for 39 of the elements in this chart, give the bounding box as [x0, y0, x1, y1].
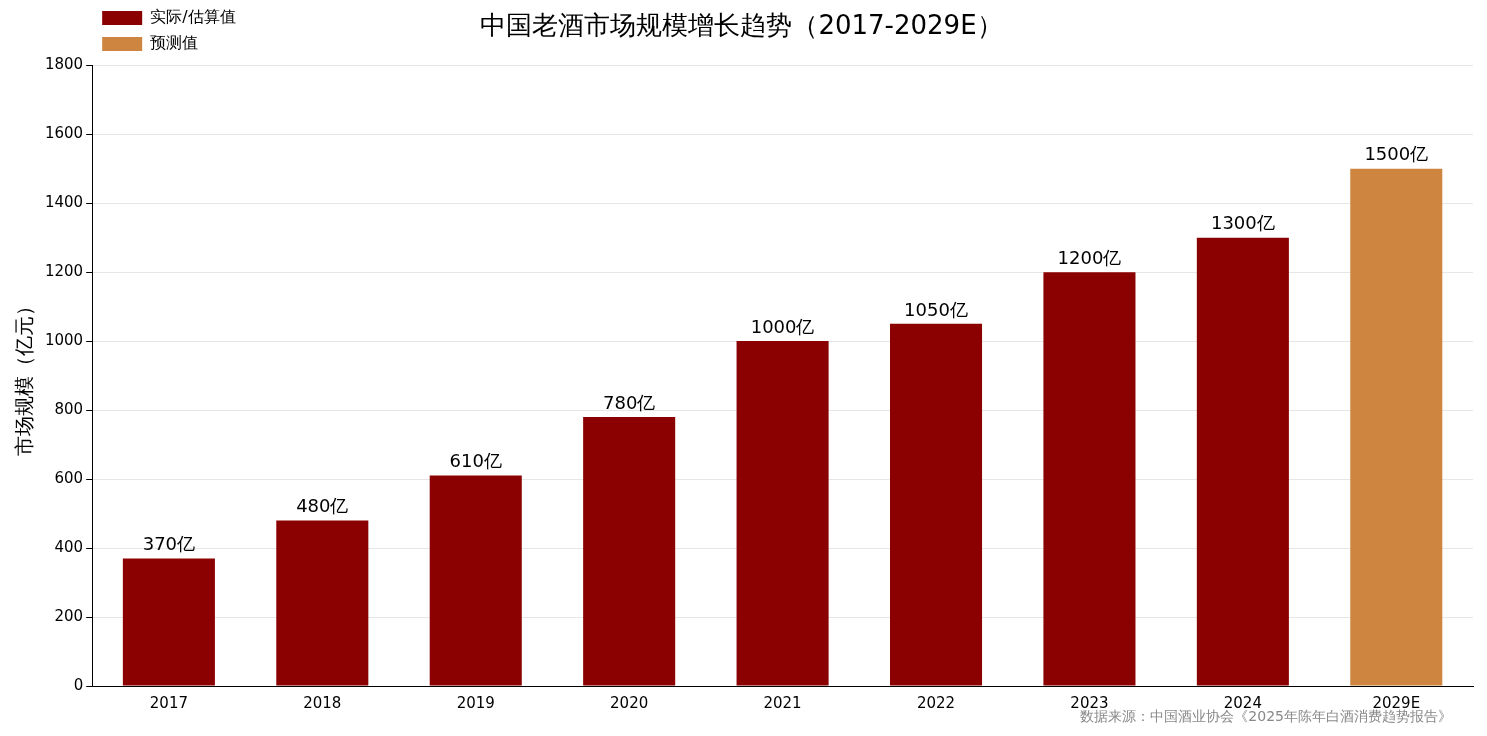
bar: [1350, 168, 1443, 686]
y-tick-label: 1000: [44, 331, 84, 349]
y-tick-label: 0: [73, 675, 84, 694]
bar: [276, 520, 369, 686]
bar: [1043, 272, 1136, 686]
y-tick-label: 600: [54, 468, 84, 487]
data-label: 610亿: [449, 450, 502, 472]
chart-title: 中国老酒市场规模增长趋势（2017-2029E）: [480, 10, 1003, 41]
data-label: 1050亿: [904, 298, 968, 320]
bar: [889, 323, 983, 686]
y-tick-label: 400: [54, 537, 84, 556]
bar: [736, 341, 829, 686]
bar: [583, 416, 676, 686]
y-tick-label: 200: [54, 606, 84, 625]
data-label: 1500亿: [1364, 143, 1429, 165]
bar: [122, 558, 215, 686]
legend-label: 实际/估算值: [150, 7, 236, 27]
y-axis-title: 市场规模（亿元）: [12, 295, 37, 456]
y-tick-label: 1400: [44, 193, 84, 212]
data-label: 780亿: [602, 391, 656, 413]
y-tick-label: 1200: [44, 262, 84, 281]
y-tick-label: 1800: [44, 55, 84, 74]
x-tick-label: 2022: [916, 693, 956, 712]
y-tick-label: 800: [54, 399, 84, 418]
x-tick-label: 2017: [149, 693, 188, 712]
data-label: 1000亿: [750, 315, 815, 337]
data-label: 1200亿: [1057, 246, 1122, 268]
data-label: 480亿: [296, 495, 349, 517]
x-tick-label: 2020: [610, 693, 649, 712]
x-tick-label: 2019: [456, 693, 495, 712]
source-note: 数据来源：中国酒业协会《2025年陈年白酒消费趋势报告》: [1080, 707, 1452, 724]
bar: [1196, 237, 1289, 686]
x-tick-label: 2021: [763, 693, 802, 712]
bar: [429, 475, 522, 686]
y-tick-label: 1600: [44, 124, 84, 143]
data-label: 1300亿: [1210, 212, 1275, 234]
data-label: 370亿: [142, 533, 196, 555]
legend-label: 预测值: [150, 33, 199, 53]
x-tick-label: 2018: [303, 693, 342, 712]
